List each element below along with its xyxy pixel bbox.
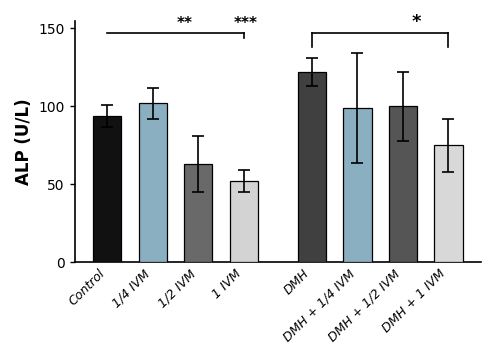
- Bar: [184, 164, 212, 262]
- Bar: [389, 106, 417, 262]
- Y-axis label: ALP (U/L): ALP (U/L): [15, 98, 33, 185]
- Bar: [93, 116, 122, 262]
- Bar: [138, 103, 167, 262]
- Text: ***: ***: [234, 17, 258, 32]
- Text: **: **: [177, 17, 192, 32]
- Bar: [298, 72, 326, 262]
- Bar: [230, 181, 258, 262]
- Bar: [434, 145, 463, 262]
- Bar: [343, 108, 372, 262]
- Text: *: *: [412, 13, 421, 32]
